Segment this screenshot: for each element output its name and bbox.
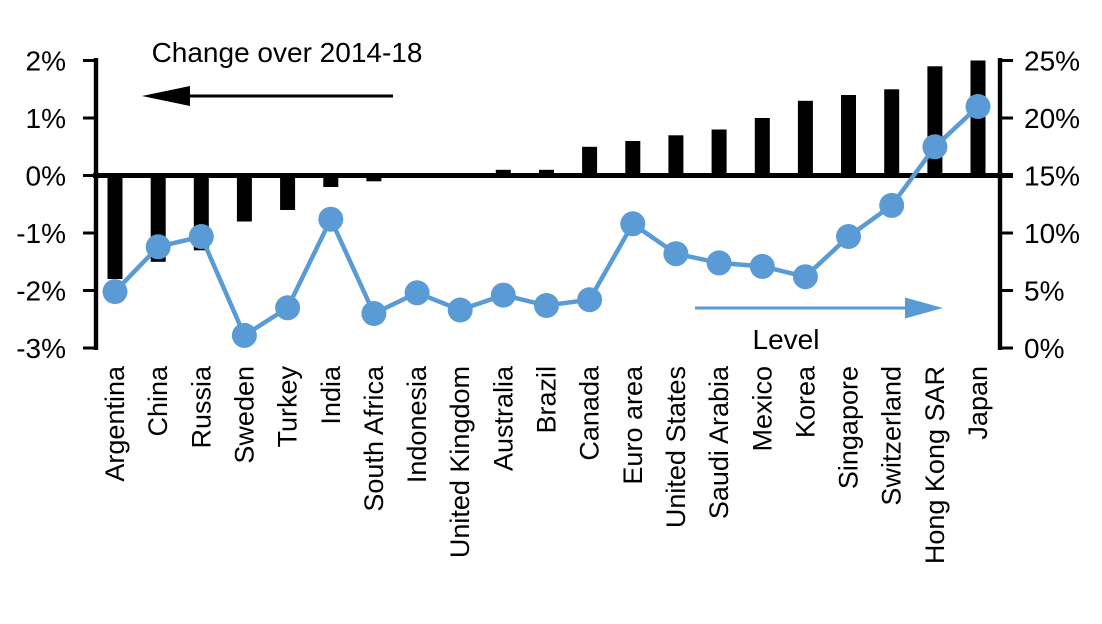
- left-axis-tick-label: 1%: [26, 103, 66, 134]
- level-dot-indonesia: [404, 280, 430, 306]
- left-axis-arrow-icon: [142, 86, 393, 106]
- level-dot-brazil: [534, 293, 559, 318]
- category-label-euro-area: Euro area: [618, 365, 648, 485]
- level-dot-hong-kong-sar: [922, 134, 948, 160]
- category-label-brazil: Brazil: [532, 366, 562, 434]
- bar-mexico: [754, 118, 770, 176]
- category-label-japan: Japan: [963, 366, 993, 440]
- bar-canada: [582, 146, 598, 176]
- left-axis-tick-label: 0%: [26, 161, 66, 192]
- level-dot-singapore: [836, 224, 861, 249]
- category-label-turkey: Turkey: [273, 366, 303, 448]
- level-dot-sweden: [231, 322, 257, 348]
- chart-title: Change over 2014-18: [152, 37, 423, 68]
- right-axis-tick-label: 15%: [1024, 161, 1080, 192]
- category-label-switzerland: Switzerland: [877, 366, 907, 506]
- level-dot-canada: [577, 287, 603, 313]
- right-axis-line: [997, 58, 1003, 350]
- bar-euro-area: [625, 141, 641, 176]
- bar-united-states: [668, 135, 684, 176]
- category-label-china: China: [143, 365, 173, 437]
- level-dot-south-africa: [361, 301, 387, 326]
- right-axis-tick: [1000, 116, 1013, 120]
- category-label-canada: Canada: [575, 365, 605, 461]
- left-axis-tick-label: 2%: [26, 46, 66, 77]
- level-dot-united-states: [663, 241, 689, 267]
- category-label-united-kingdom: United Kingdom: [445, 366, 475, 558]
- right-axis-tick-label: 5%: [1024, 276, 1064, 307]
- right-axis-tick: [1000, 231, 1013, 235]
- level-dot-turkey: [275, 295, 301, 321]
- left-axis-tick: [83, 289, 96, 292]
- level-series-label: Level: [753, 324, 820, 355]
- level-dot-united-kingdom: [447, 297, 473, 323]
- right-axis-tick: [1000, 289, 1013, 292]
- level-dot-russia: [188, 224, 214, 249]
- category-label-russia: Russia: [186, 365, 216, 449]
- category-label-saudi-arabia: Saudi Arabia: [704, 365, 734, 519]
- level-dot-euro-area: [620, 211, 646, 237]
- left-axis-line: [93, 58, 99, 350]
- right-axis-tick: [1000, 59, 1013, 62]
- right-axis-tick-label: 0%: [1024, 333, 1064, 364]
- level-line-layer: [102, 94, 991, 348]
- right-axis-tick-label: 20%: [1024, 103, 1080, 134]
- level-dot-saudi-arabia: [706, 250, 732, 276]
- left-axis-tick-label: -3%: [16, 333, 66, 364]
- category-label-south-africa: South Africa: [359, 365, 389, 512]
- left-axis-tick: [83, 346, 96, 350]
- bar-sweden: [236, 175, 252, 222]
- axes-layer: 2% 1% 0% -1% -2% -3% 25% 20% 15% 10% 5% 0%: [16, 46, 1080, 365]
- category-label-united-states: United States: [661, 366, 691, 528]
- bar-india: [323, 175, 339, 187]
- category-label-korea: Korea: [790, 365, 820, 438]
- left-axis-tick-label: -2%: [16, 276, 66, 307]
- category-label-indonesia: Indonesia: [402, 365, 432, 483]
- level-dot-japan: [965, 94, 991, 119]
- level-dot-china: [145, 234, 171, 260]
- bar-switzerland: [884, 89, 900, 176]
- left-axis-tick: [83, 231, 96, 235]
- level-dot-india: [318, 206, 344, 232]
- bar-turkey: [280, 175, 296, 210]
- left-axis-tick: [83, 59, 96, 62]
- category-labels-layer: Argentina China Russia Sweden Turkey India Sou…: [100, 365, 993, 564]
- right-axis-tick: [1000, 174, 1013, 177]
- bar-australia: [495, 169, 511, 176]
- category-label-argentina: Argentina: [100, 365, 130, 482]
- left-axis-tick: [83, 174, 96, 177]
- bar-singapore: [841, 95, 856, 176]
- left-axis-tick-label: -1%: [16, 218, 66, 249]
- bar-saudi-arabia: [711, 129, 727, 176]
- category-label-mexico: Mexico: [747, 366, 777, 452]
- right-axis-arrow-icon: [695, 297, 943, 319]
- right-axis-tick-label: 10%: [1024, 218, 1080, 249]
- zero-baseline: [93, 173, 1013, 178]
- level-dot-argentina: [102, 279, 128, 305]
- level-dot-australia: [490, 282, 516, 308]
- bar-korea: [797, 100, 813, 176]
- category-label-india: India: [316, 365, 346, 425]
- right-axis-tick-label: 25%: [1024, 46, 1080, 77]
- category-label-australia: Australia: [488, 365, 518, 471]
- bar-south-africa: [366, 175, 382, 182]
- right-axis-tick: [1000, 346, 1013, 350]
- category-label-singapore: Singapore: [834, 366, 864, 489]
- category-label-hong-kong-sar: Hong Kong SAR: [920, 366, 950, 564]
- left-axis-tick: [83, 116, 96, 120]
- level-dot-mexico: [749, 253, 775, 279]
- bar-brazil: [539, 169, 554, 176]
- level-dot-switzerland: [879, 192, 905, 218]
- level-dot-korea: [792, 264, 818, 290]
- bar-argentina: [107, 175, 123, 279]
- category-label-sweden: Sweden: [229, 366, 259, 464]
